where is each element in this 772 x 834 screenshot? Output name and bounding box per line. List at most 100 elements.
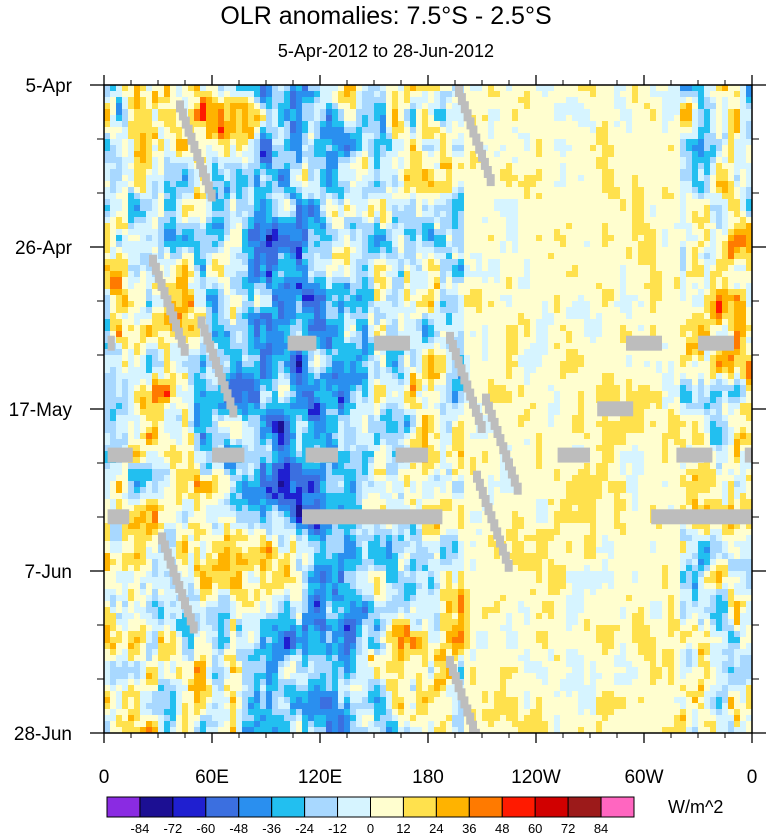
heatmap-cell bbox=[248, 193, 255, 200]
heatmap-cell bbox=[326, 127, 333, 134]
heatmap-cell bbox=[578, 259, 585, 266]
heatmap-cell bbox=[212, 343, 219, 350]
heatmap-cell bbox=[356, 319, 363, 326]
heatmap-cell bbox=[722, 193, 729, 200]
heatmap-cell bbox=[170, 169, 177, 176]
heatmap-cell bbox=[482, 103, 489, 110]
heatmap-cell bbox=[524, 295, 531, 302]
heatmap-cell bbox=[188, 319, 195, 326]
heatmap-cell bbox=[290, 181, 297, 188]
heatmap-cell bbox=[140, 289, 147, 296]
heatmap-cell bbox=[512, 301, 519, 308]
heatmap-cell bbox=[266, 331, 273, 338]
heatmap-cell bbox=[728, 283, 735, 290]
heatmap-cell bbox=[338, 97, 345, 104]
heatmap-cell bbox=[374, 307, 381, 314]
heatmap-cell bbox=[686, 193, 693, 200]
heatmap-cell bbox=[218, 319, 225, 326]
heatmap-cell bbox=[164, 109, 171, 116]
heatmap-cell bbox=[164, 199, 171, 206]
heatmap-cell bbox=[266, 139, 273, 146]
heatmap-cell bbox=[512, 337, 519, 344]
heatmap-cell bbox=[746, 157, 752, 164]
heatmap-cell bbox=[524, 265, 531, 272]
heatmap-cell bbox=[632, 241, 639, 248]
heatmap-cell bbox=[596, 319, 603, 326]
heatmap-cell bbox=[488, 247, 495, 254]
heatmap-cell bbox=[302, 187, 309, 194]
heatmap-cell bbox=[632, 199, 639, 206]
heatmap-cell bbox=[368, 91, 375, 98]
heatmap-cell bbox=[416, 247, 423, 254]
heatmap-cell bbox=[104, 265, 111, 272]
heatmap-cell bbox=[464, 241, 471, 248]
heatmap-cell bbox=[356, 271, 363, 278]
heatmap-cell bbox=[638, 265, 645, 272]
heatmap-cell bbox=[242, 349, 249, 356]
heatmap-cell bbox=[710, 295, 717, 302]
heatmap-cell bbox=[182, 301, 189, 308]
heatmap-cell bbox=[212, 151, 219, 158]
heatmap-cell bbox=[404, 253, 411, 260]
heatmap-cell bbox=[314, 247, 321, 254]
heatmap-cell bbox=[494, 139, 501, 146]
heatmap-cell bbox=[734, 337, 741, 344]
heatmap-cell bbox=[116, 295, 123, 302]
heatmap-cell bbox=[554, 181, 561, 188]
heatmap-cell bbox=[488, 343, 495, 350]
heatmap-cell bbox=[386, 169, 393, 176]
heatmap-cell bbox=[620, 349, 627, 356]
heatmap-cell bbox=[680, 91, 687, 98]
heatmap-cell bbox=[728, 265, 735, 272]
heatmap-cell bbox=[566, 211, 573, 218]
heatmap-cell bbox=[404, 199, 411, 206]
heatmap-cell bbox=[278, 253, 285, 260]
heatmap-cell bbox=[482, 199, 489, 206]
heatmap-cell bbox=[536, 301, 543, 308]
heatmap-cell bbox=[122, 313, 129, 320]
heatmap-cell bbox=[518, 91, 525, 98]
heatmap-cell bbox=[134, 271, 141, 278]
heatmap-cell bbox=[482, 337, 489, 344]
heatmap-cell bbox=[680, 217, 687, 224]
heatmap-cell bbox=[314, 253, 321, 260]
heatmap-cell bbox=[182, 157, 189, 164]
heatmap-cell bbox=[596, 133, 603, 140]
heatmap-cell bbox=[440, 265, 447, 272]
heatmap-cell bbox=[122, 355, 129, 362]
heatmap-cell bbox=[338, 139, 345, 146]
heatmap-cell bbox=[380, 349, 387, 356]
heatmap-cell bbox=[392, 205, 399, 212]
heatmap-cell bbox=[152, 325, 159, 332]
heatmap-cell bbox=[608, 313, 615, 320]
heatmap-cell bbox=[242, 313, 249, 320]
heatmap-cell bbox=[356, 283, 363, 290]
heatmap-cell bbox=[446, 145, 453, 152]
heatmap-cell bbox=[128, 301, 135, 308]
heatmap-cell bbox=[248, 187, 255, 194]
heatmap-cell bbox=[710, 313, 717, 320]
heatmap-cell bbox=[368, 253, 375, 260]
heatmap-cell bbox=[164, 181, 171, 188]
heatmap-cell bbox=[206, 145, 213, 152]
heatmap-cell bbox=[566, 223, 573, 230]
heatmap-cell bbox=[302, 349, 309, 356]
heatmap-cell bbox=[740, 235, 747, 242]
heatmap-cell bbox=[596, 151, 603, 158]
heatmap-cell bbox=[278, 319, 285, 326]
heatmap-cell bbox=[722, 145, 729, 152]
heatmap-cell bbox=[524, 313, 531, 320]
heatmap-cell bbox=[464, 307, 471, 314]
heatmap-cell bbox=[458, 265, 465, 272]
heatmap-cell bbox=[134, 91, 141, 98]
heatmap-cell bbox=[260, 343, 267, 350]
heatmap-cell bbox=[566, 91, 573, 98]
heatmap-cell bbox=[488, 259, 495, 266]
heatmap-cell bbox=[218, 325, 225, 332]
heatmap-cell bbox=[494, 331, 501, 338]
heatmap-cell bbox=[374, 181, 381, 188]
heatmap-cell bbox=[572, 217, 579, 224]
heatmap-cell bbox=[344, 151, 351, 158]
heatmap-cell bbox=[158, 109, 165, 116]
heatmap-cell bbox=[668, 91, 675, 98]
